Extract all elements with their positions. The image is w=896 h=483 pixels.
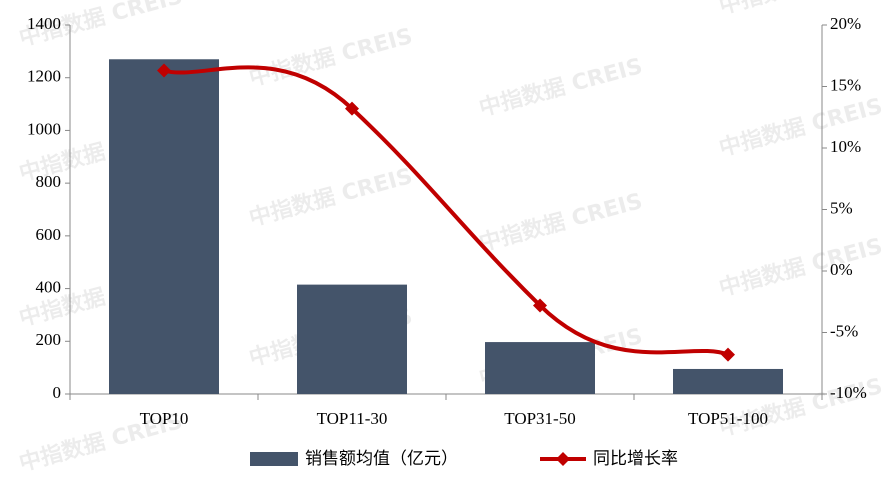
- line-marker: [533, 298, 547, 313]
- legend-label: 同比增长率: [593, 449, 678, 469]
- bar: [297, 284, 407, 394]
- y2-tick-label: 20%: [830, 14, 861, 33]
- x-tick-label: TOP10: [140, 409, 189, 428]
- legend-swatch: [556, 452, 570, 466]
- watermark: 中指数据 CREIS: [716, 233, 885, 302]
- y2-tick-label: -10%: [830, 383, 867, 402]
- legend-swatch: [250, 452, 298, 466]
- watermark: 中指数据 CREIS: [246, 23, 415, 92]
- watermark: 中指数据 CREIS: [476, 188, 645, 257]
- x-tick-label: TOP11-30: [317, 409, 388, 428]
- y2-tick-label: -5%: [830, 321, 858, 340]
- watermark: 中指数据 CREIS: [246, 163, 415, 232]
- bar: [673, 368, 783, 394]
- y-tick-label: 600: [36, 225, 62, 244]
- y-tick-label: 1000: [27, 119, 61, 138]
- y2-tick-label: 15%: [830, 75, 861, 94]
- y-tick-label: 1200: [27, 67, 61, 86]
- line: [163, 65, 729, 357]
- y-tick-label: 400: [36, 277, 62, 296]
- y-tick-label: 1400: [27, 14, 61, 33]
- y-tick-label: 800: [36, 172, 62, 191]
- watermark: 中指数据 CREIS: [476, 53, 645, 122]
- line-marker: [721, 347, 735, 362]
- x-tick-label: TOP31-50: [504, 409, 575, 428]
- x-tick-label: TOP51-100: [688, 409, 768, 428]
- line-marker: [157, 63, 171, 78]
- y2-tick-label: 10%: [830, 137, 861, 156]
- y-tick-label: 0: [53, 383, 62, 402]
- bar: [485, 342, 595, 394]
- y-tick-label: 200: [36, 330, 62, 349]
- y2-tick-label: 5%: [830, 198, 853, 217]
- bar: [109, 59, 219, 395]
- y2-tick-label: 0%: [830, 260, 853, 279]
- legend-label: 销售额均值（亿元）: [305, 449, 458, 469]
- line-marker: [345, 101, 359, 116]
